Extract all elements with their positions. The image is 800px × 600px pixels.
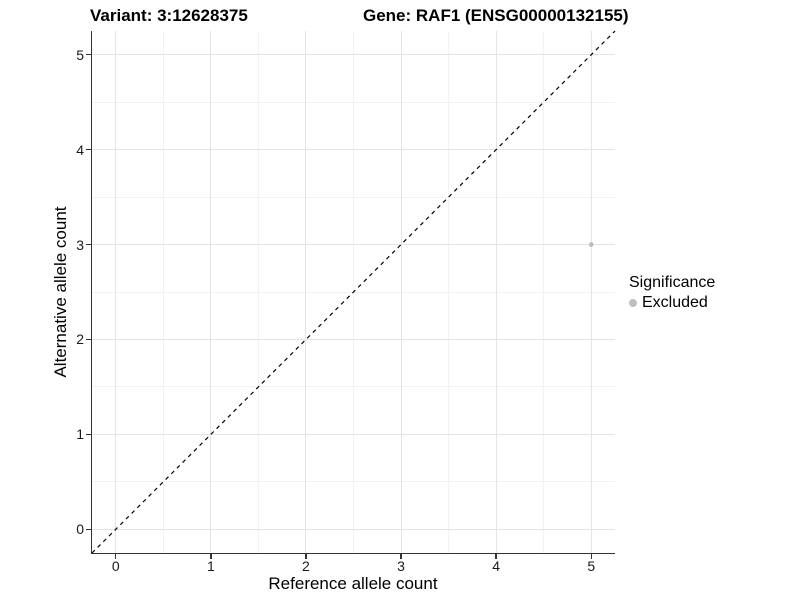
y-axis-tick [86, 528, 91, 530]
x-axis-tick [590, 554, 592, 559]
legend-title: Significance [629, 274, 716, 291]
x-axis-tick [495, 554, 497, 559]
y-tick-label: 1 [76, 426, 84, 443]
gridline-minor-horizontal [92, 481, 615, 483]
y-tick-label: 0 [76, 521, 84, 538]
gridline-major-horizontal [92, 149, 615, 151]
y-tick-label: 5 [76, 46, 84, 63]
x-axis-tick [210, 554, 212, 559]
plot-data-layer [91, 30, 616, 554]
gridline-major-vertical [305, 31, 307, 553]
x-tick-label: 5 [587, 558, 596, 574]
gridline-major-vertical [210, 31, 212, 553]
y-tick-label: 2 [76, 331, 84, 348]
plot-title-variant: Variant: 3:12628375 [90, 6, 248, 25]
y-tick-label: 4 [76, 141, 84, 158]
y-axis-tick [86, 338, 91, 341]
x-axis-tick [400, 554, 402, 559]
y-axis-tick [86, 243, 91, 246]
y-axis-tick [86, 148, 91, 151]
legend-point-icon [629, 298, 637, 307]
x-tick-label: 1 [206, 558, 215, 574]
gridline-major-vertical [495, 31, 497, 553]
x-tick-label: 3 [397, 558, 405, 574]
gridline-major-horizontal [92, 433, 615, 435]
x-axis-tick [115, 554, 117, 559]
x-tick-label: 0 [111, 558, 120, 574]
gridline-minor-horizontal [92, 101, 615, 103]
gridline-minor-horizontal [92, 196, 615, 198]
identity-dashed-line [91, 30, 616, 554]
gridline-major-vertical [400, 31, 402, 553]
x-axis-line [91, 553, 616, 555]
gridline-major-vertical [115, 31, 117, 553]
y-tick-label: 3 [76, 236, 84, 253]
gridline-major-horizontal [92, 338, 615, 340]
x-axis-tick [305, 554, 307, 559]
data-point [588, 242, 594, 247]
gridline-major-horizontal [92, 528, 615, 530]
legend-item-excluded: Excluded [629, 293, 715, 312]
y-axis-line [91, 31, 93, 555]
gridline-major-horizontal [92, 244, 615, 246]
y-axis-tick [86, 433, 91, 436]
x-tick-label: 2 [302, 558, 310, 574]
y-axis-title: Alternative allele count [51, 206, 70, 378]
y-axis-tick [86, 54, 91, 56]
plot-title-gene: Gene: RAF1 (ENSG00000132155) [363, 6, 629, 25]
plot-panel [91, 30, 616, 554]
gridline-major-vertical [590, 31, 592, 553]
legend: Significance Excluded [629, 273, 715, 312]
legend-item-label: Excluded [642, 294, 708, 311]
gridline-minor-horizontal [92, 386, 615, 388]
x-tick-label: 4 [492, 558, 501, 574]
x-axis-title: Reference allele count [268, 574, 438, 593]
gridline-major-horizontal [92, 54, 615, 56]
